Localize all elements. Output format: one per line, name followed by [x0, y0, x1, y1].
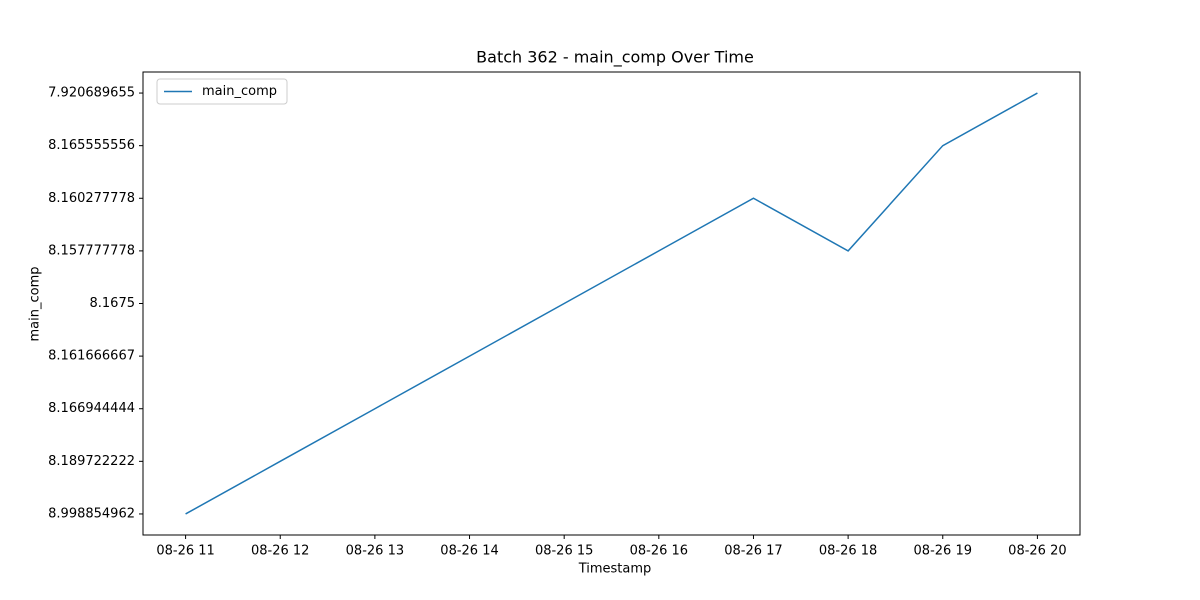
y-tick-label: 8.157777778 [48, 243, 135, 258]
data-line [185, 92, 1038, 515]
y-tick-label: 7.920689655 [48, 86, 135, 101]
x-tick-label: 08-26 17 [724, 544, 782, 559]
x-tick-label: 08-26 11 [156, 544, 214, 559]
x-tick-label: 08-26 16 [630, 544, 688, 559]
y-tick-label: 8.161666667 [48, 349, 135, 364]
y-axis-label: main_comp [28, 267, 43, 342]
chart-title: Batch 362 - main_comp Over Time [476, 48, 754, 68]
legend-label: main_comp [202, 84, 277, 99]
x-tick-label: 08-26 13 [346, 544, 404, 559]
legend-box [156, 78, 288, 105]
x-axis-label: Timestamp [578, 562, 652, 577]
x-tick-label: 08-26 18 [819, 544, 877, 559]
x-tick-label: 08-26 12 [251, 544, 309, 559]
y-tick-label: 8.1675 [90, 296, 136, 311]
plot-frame [142, 71, 1081, 536]
y-tick-label: 8.166944444 [48, 401, 135, 416]
y-tick-label: 8.998854962 [48, 506, 135, 521]
x-tick-label: 08-26 19 [914, 544, 972, 559]
x-tick-label: 08-26 14 [440, 544, 498, 559]
y-tick-label: 8.160277778 [48, 191, 135, 206]
y-tick-label: 8.189722222 [48, 454, 135, 469]
x-tick-label: 08-26 20 [1008, 544, 1066, 559]
y-tick-label: 8.165555556 [48, 138, 135, 153]
x-tick-label: 08-26 15 [535, 544, 593, 559]
